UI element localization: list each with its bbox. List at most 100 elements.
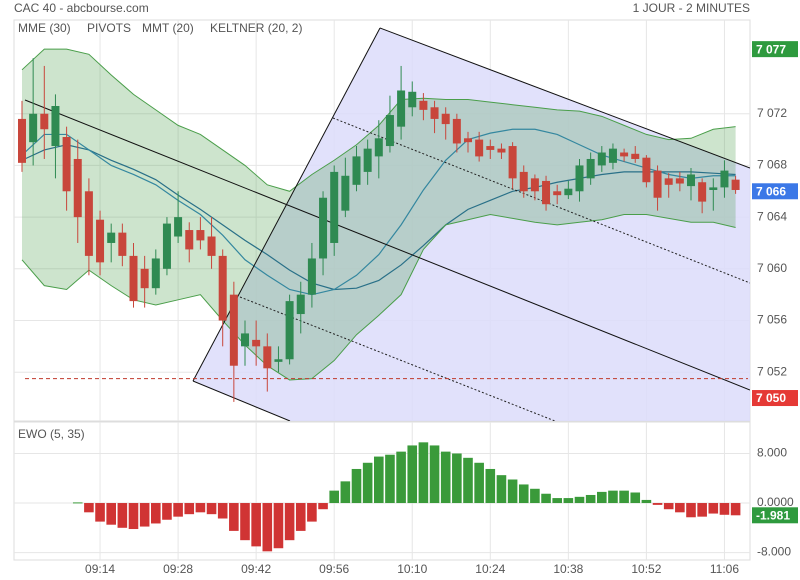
candle-body [330, 171, 339, 243]
price-marker-label: 7 066 [756, 184, 786, 198]
candle-body [687, 174, 695, 187]
bar [329, 490, 339, 504]
candle-body [452, 118, 461, 144]
candle-body [252, 339, 261, 347]
x-tick-label: 10:38 [553, 562, 583, 576]
y-tick-label: 7 060 [757, 261, 787, 275]
bar [518, 484, 529, 504]
candle-body [107, 232, 116, 243]
bar [630, 492, 641, 504]
candle-body [263, 346, 272, 369]
candle-body [319, 197, 328, 259]
bar [84, 503, 94, 513]
candle-body [519, 171, 528, 192]
bar [106, 503, 116, 525]
bar [652, 503, 663, 505]
bar [663, 503, 674, 510]
ewo-frame [13, 421, 751, 561]
x-tick-label: 10:24 [475, 562, 505, 576]
candle-body [174, 217, 183, 237]
x-tick-label: 09:42 [241, 562, 271, 576]
bar [273, 503, 284, 549]
candle-body [620, 152, 629, 157]
y-tick-label: 8.000 [757, 446, 787, 460]
candle-body [363, 148, 372, 172]
bar [396, 451, 406, 504]
channel-mid [332, 117, 750, 284]
legend-entry: MME (30) [18, 21, 71, 35]
y-tick-label: 0.0000 [757, 495, 794, 509]
bar [151, 503, 161, 524]
x-tick-label: 09:56 [319, 562, 349, 576]
bar [229, 503, 239, 531]
trend-line [24, 99, 750, 391]
bar [608, 490, 618, 504]
main-panel [13, 19, 751, 422]
bar [206, 503, 217, 515]
candle-body [18, 118, 26, 163]
bar [407, 445, 418, 504]
price-marker [752, 183, 798, 200]
channel-fill [193, 28, 750, 421]
candle-body [307, 258, 316, 295]
bar [318, 503, 328, 510]
candle-body [118, 232, 127, 256]
candle-body [341, 175, 350, 211]
x-tick-label: 09:14 [85, 562, 115, 576]
bar [463, 457, 473, 504]
price-marker-label: 7 077 [756, 42, 786, 56]
candle-body [575, 165, 584, 192]
marks [18, 58, 748, 402]
bar [162, 503, 172, 520]
candle-body [709, 187, 718, 190]
candle-body [597, 152, 606, 166]
bar [552, 498, 562, 504]
bar [240, 503, 250, 541]
candle-body [96, 219, 105, 263]
price-marker [752, 390, 798, 407]
y-tick-label: -8.000 [757, 545, 791, 559]
candle-body [352, 156, 361, 185]
candle-body [274, 359, 283, 362]
candle-body [397, 90, 406, 127]
header-title: CAC 40 - abcbourse.com [14, 1, 149, 15]
candle-body [40, 113, 49, 130]
bar [574, 496, 585, 504]
bar [440, 451, 451, 504]
y-tick-label: 7 056 [757, 313, 787, 327]
candle-body [475, 139, 484, 157]
candle-body [642, 157, 651, 183]
candle-body [408, 91, 417, 108]
bar [307, 503, 317, 522]
candle-body [653, 170, 662, 198]
bar [686, 503, 696, 518]
channel-edge [192, 380, 291, 421]
bar [730, 503, 741, 516]
channel-edge [379, 27, 750, 169]
candle-body [430, 107, 439, 119]
bar [128, 503, 139, 530]
candle-body [385, 115, 394, 147]
candle-body [441, 113, 450, 125]
candle-body [486, 146, 495, 150]
candle-body [196, 230, 205, 241]
candle-body [464, 138, 472, 143]
candle-body [185, 230, 194, 250]
candle-body [508, 146, 517, 179]
candle-body [564, 188, 573, 196]
legend-entry: MMT (20) [142, 21, 194, 35]
moving-average [21, 144, 736, 291]
candle-body [62, 137, 71, 192]
x-tick-label: 10:52 [631, 562, 661, 576]
bar [496, 475, 507, 504]
bar [418, 442, 429, 504]
candle-body [51, 105, 60, 147]
price-marker-label: 7 050 [756, 391, 786, 405]
bar [485, 468, 496, 504]
candle-body [285, 301, 294, 360]
bar [72, 502, 83, 504]
bar [530, 488, 540, 504]
bar [452, 453, 462, 504]
bar [351, 468, 362, 504]
